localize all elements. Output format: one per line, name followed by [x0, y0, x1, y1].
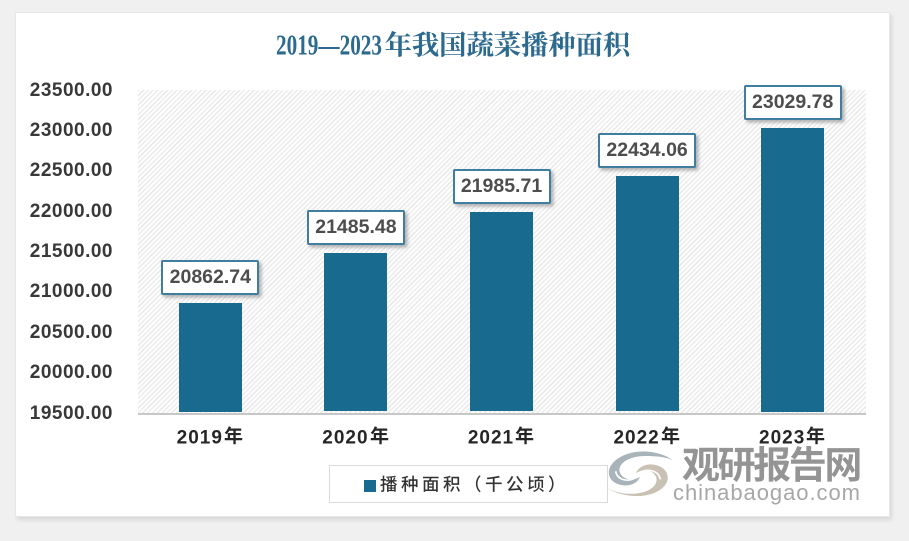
svg-text:2019—2023: 2019—2023: [276, 31, 382, 62]
